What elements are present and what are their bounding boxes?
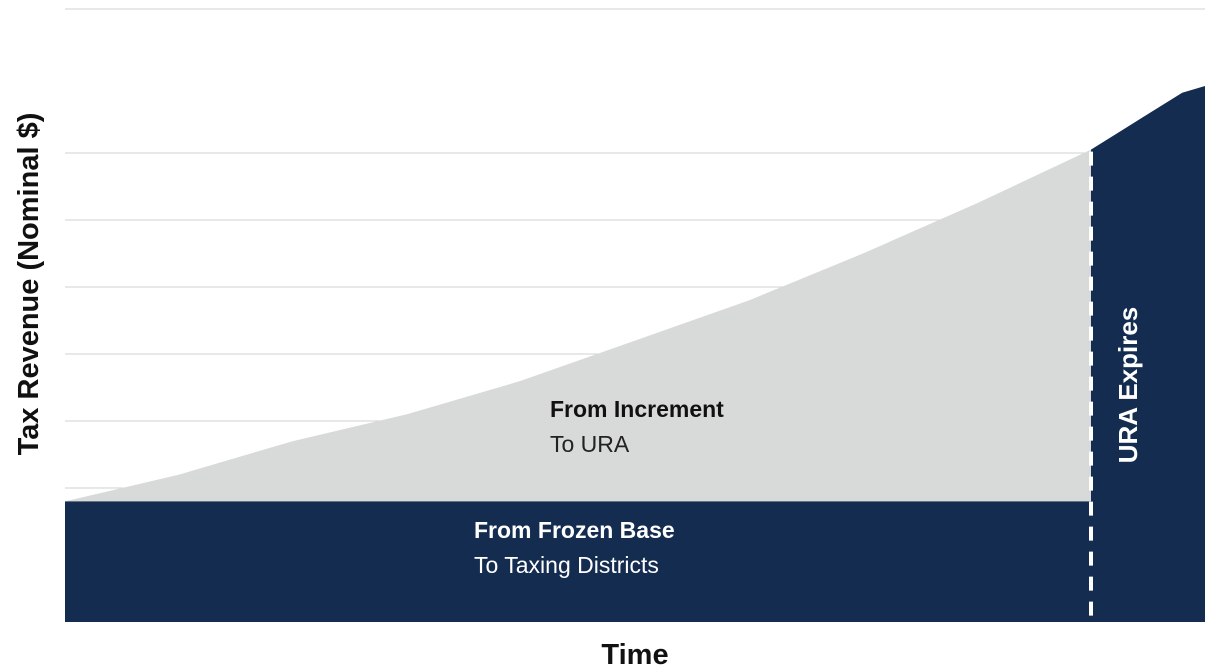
area-regions xyxy=(65,86,1205,622)
increment-label-sub: To URA xyxy=(550,431,630,457)
increment-label-title: From Increment xyxy=(550,396,724,422)
frozen-base-label-sub: To Taxing Districts xyxy=(474,552,659,578)
region-labels: From Increment To URA From Frozen Base T… xyxy=(474,307,1143,578)
frozen-base-area xyxy=(65,501,1091,622)
ura-expires-label: URA Expires xyxy=(1113,307,1143,464)
post-expiry-area xyxy=(1091,86,1205,622)
frozen-base-label-title: From Frozen Base xyxy=(474,517,675,543)
increment-area xyxy=(65,149,1091,502)
y-axis-title: Tax Revenue (Nominal $) xyxy=(13,113,45,456)
x-axis-title: Time xyxy=(601,639,668,670)
